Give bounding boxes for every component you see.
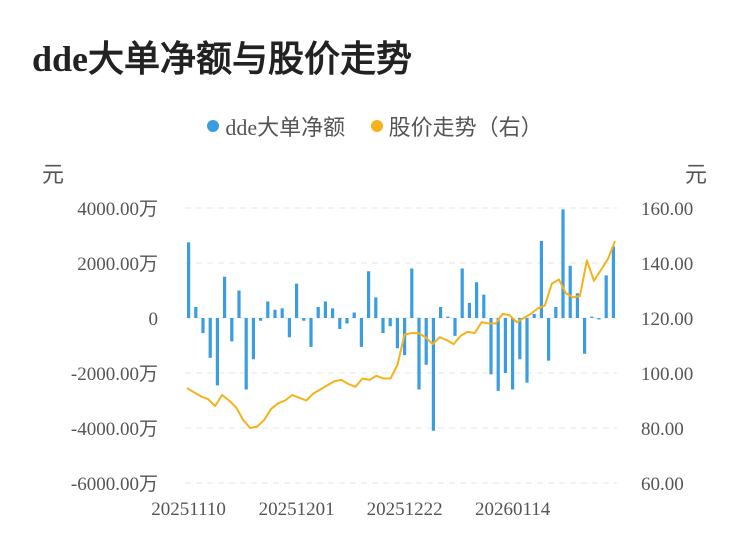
dde-bar xyxy=(604,275,608,318)
y-left-tick-label: -2000.00万 xyxy=(71,364,158,385)
dde-bar xyxy=(244,318,248,390)
y-left-tick-label: -6000.00万 xyxy=(71,474,158,495)
dde-bar xyxy=(388,318,392,327)
dde-bar xyxy=(547,318,551,361)
dde-bar xyxy=(352,312,356,318)
chart-title: dde大单净额与股价走势 xyxy=(32,39,413,79)
dde-bar xyxy=(374,297,378,318)
price-line xyxy=(186,240,616,429)
dde-bar xyxy=(295,283,299,318)
dde-bar xyxy=(503,318,507,373)
dde-bar xyxy=(467,302,471,318)
dde-bar xyxy=(201,318,205,334)
dde-bar xyxy=(475,282,479,318)
dde-bar xyxy=(237,290,241,318)
dde-bar xyxy=(187,242,191,318)
dde-bar xyxy=(417,318,421,390)
dde-bar xyxy=(367,271,371,318)
y-left-tick-label: 0 xyxy=(149,309,159,330)
x-tick-label: 20251201 xyxy=(259,499,335,520)
dde-bar xyxy=(583,318,587,354)
dde-bar xyxy=(597,318,601,320)
dde-bar xyxy=(568,265,572,318)
dde-bar xyxy=(323,301,327,318)
dde-bar xyxy=(208,318,212,358)
dde-bar xyxy=(460,268,464,318)
dde-bar xyxy=(511,318,515,390)
dde-bar xyxy=(194,307,198,318)
dde-bar xyxy=(482,294,486,318)
dde-bar xyxy=(395,318,399,349)
dde-bar xyxy=(439,307,443,318)
dde-bar xyxy=(316,307,320,318)
dde-bar xyxy=(575,293,579,318)
right-axis-unit: 元 xyxy=(685,162,708,187)
dde-bar xyxy=(424,318,428,365)
dde-bar xyxy=(251,318,255,360)
y-right-tick-label: 80.00 xyxy=(641,419,684,440)
dde-bar xyxy=(554,307,558,318)
y-right-tick-label: 60.00 xyxy=(641,474,684,495)
dde-bar xyxy=(273,309,277,318)
dde-bar xyxy=(532,313,536,318)
dde-bar xyxy=(280,308,284,318)
dde-bar xyxy=(259,318,263,321)
legend-item-price[interactable]: 股价走势（右） xyxy=(370,110,543,142)
legend-label-price: 股价走势（右） xyxy=(388,115,543,140)
dde-bar xyxy=(359,318,363,347)
dde-bar xyxy=(338,318,342,329)
y-left-tick-label: 2000.00万 xyxy=(77,254,158,275)
legend-item-dde[interactable]: dde大单净额 xyxy=(207,110,345,142)
y-right-tick-label: 100.00 xyxy=(641,364,693,385)
y-right-tick-label: 120.00 xyxy=(641,309,693,330)
dde-bar xyxy=(453,318,457,336)
legend: dde大单净额 股价走势（右） xyxy=(0,110,750,142)
dde-bar xyxy=(446,316,450,318)
dde-bar xyxy=(525,318,529,383)
dde-bar xyxy=(215,318,219,386)
x-tick-label: 20260114 xyxy=(475,499,551,520)
y-right-tick-label: 140.00 xyxy=(641,254,693,275)
legend-label-dde: dde大单净额 xyxy=(225,115,346,140)
dde-bar xyxy=(611,246,615,318)
dde-bar xyxy=(561,209,565,318)
dde-bar xyxy=(590,316,594,318)
x-tick-label: 20251110 xyxy=(151,499,226,520)
dde-bar xyxy=(345,318,349,324)
dde-bar xyxy=(381,318,385,334)
dde-bar xyxy=(223,276,227,318)
y-left-tick-label: 4000.00万 xyxy=(77,199,158,220)
x-tick-label: 20251222 xyxy=(367,499,443,520)
dde-bar xyxy=(230,318,234,342)
legend-dot-price xyxy=(370,120,383,132)
y-right-tick-label: 160.00 xyxy=(641,199,693,220)
dde-bar xyxy=(431,318,435,431)
dde-bar xyxy=(287,318,291,338)
dde-bar xyxy=(266,301,270,318)
dde-bar xyxy=(496,318,500,391)
dde-bar xyxy=(331,308,335,318)
dde-bar xyxy=(410,268,414,318)
left-axis-unit: 元 xyxy=(42,162,65,187)
dde-bar xyxy=(518,318,522,360)
legend-dot-dde xyxy=(207,120,220,132)
dde-bar xyxy=(309,318,313,347)
dde-bar xyxy=(302,318,306,321)
dde-bar xyxy=(489,318,493,375)
y-left-tick-label: -4000.00万 xyxy=(71,419,158,440)
dde-bar xyxy=(539,241,543,318)
